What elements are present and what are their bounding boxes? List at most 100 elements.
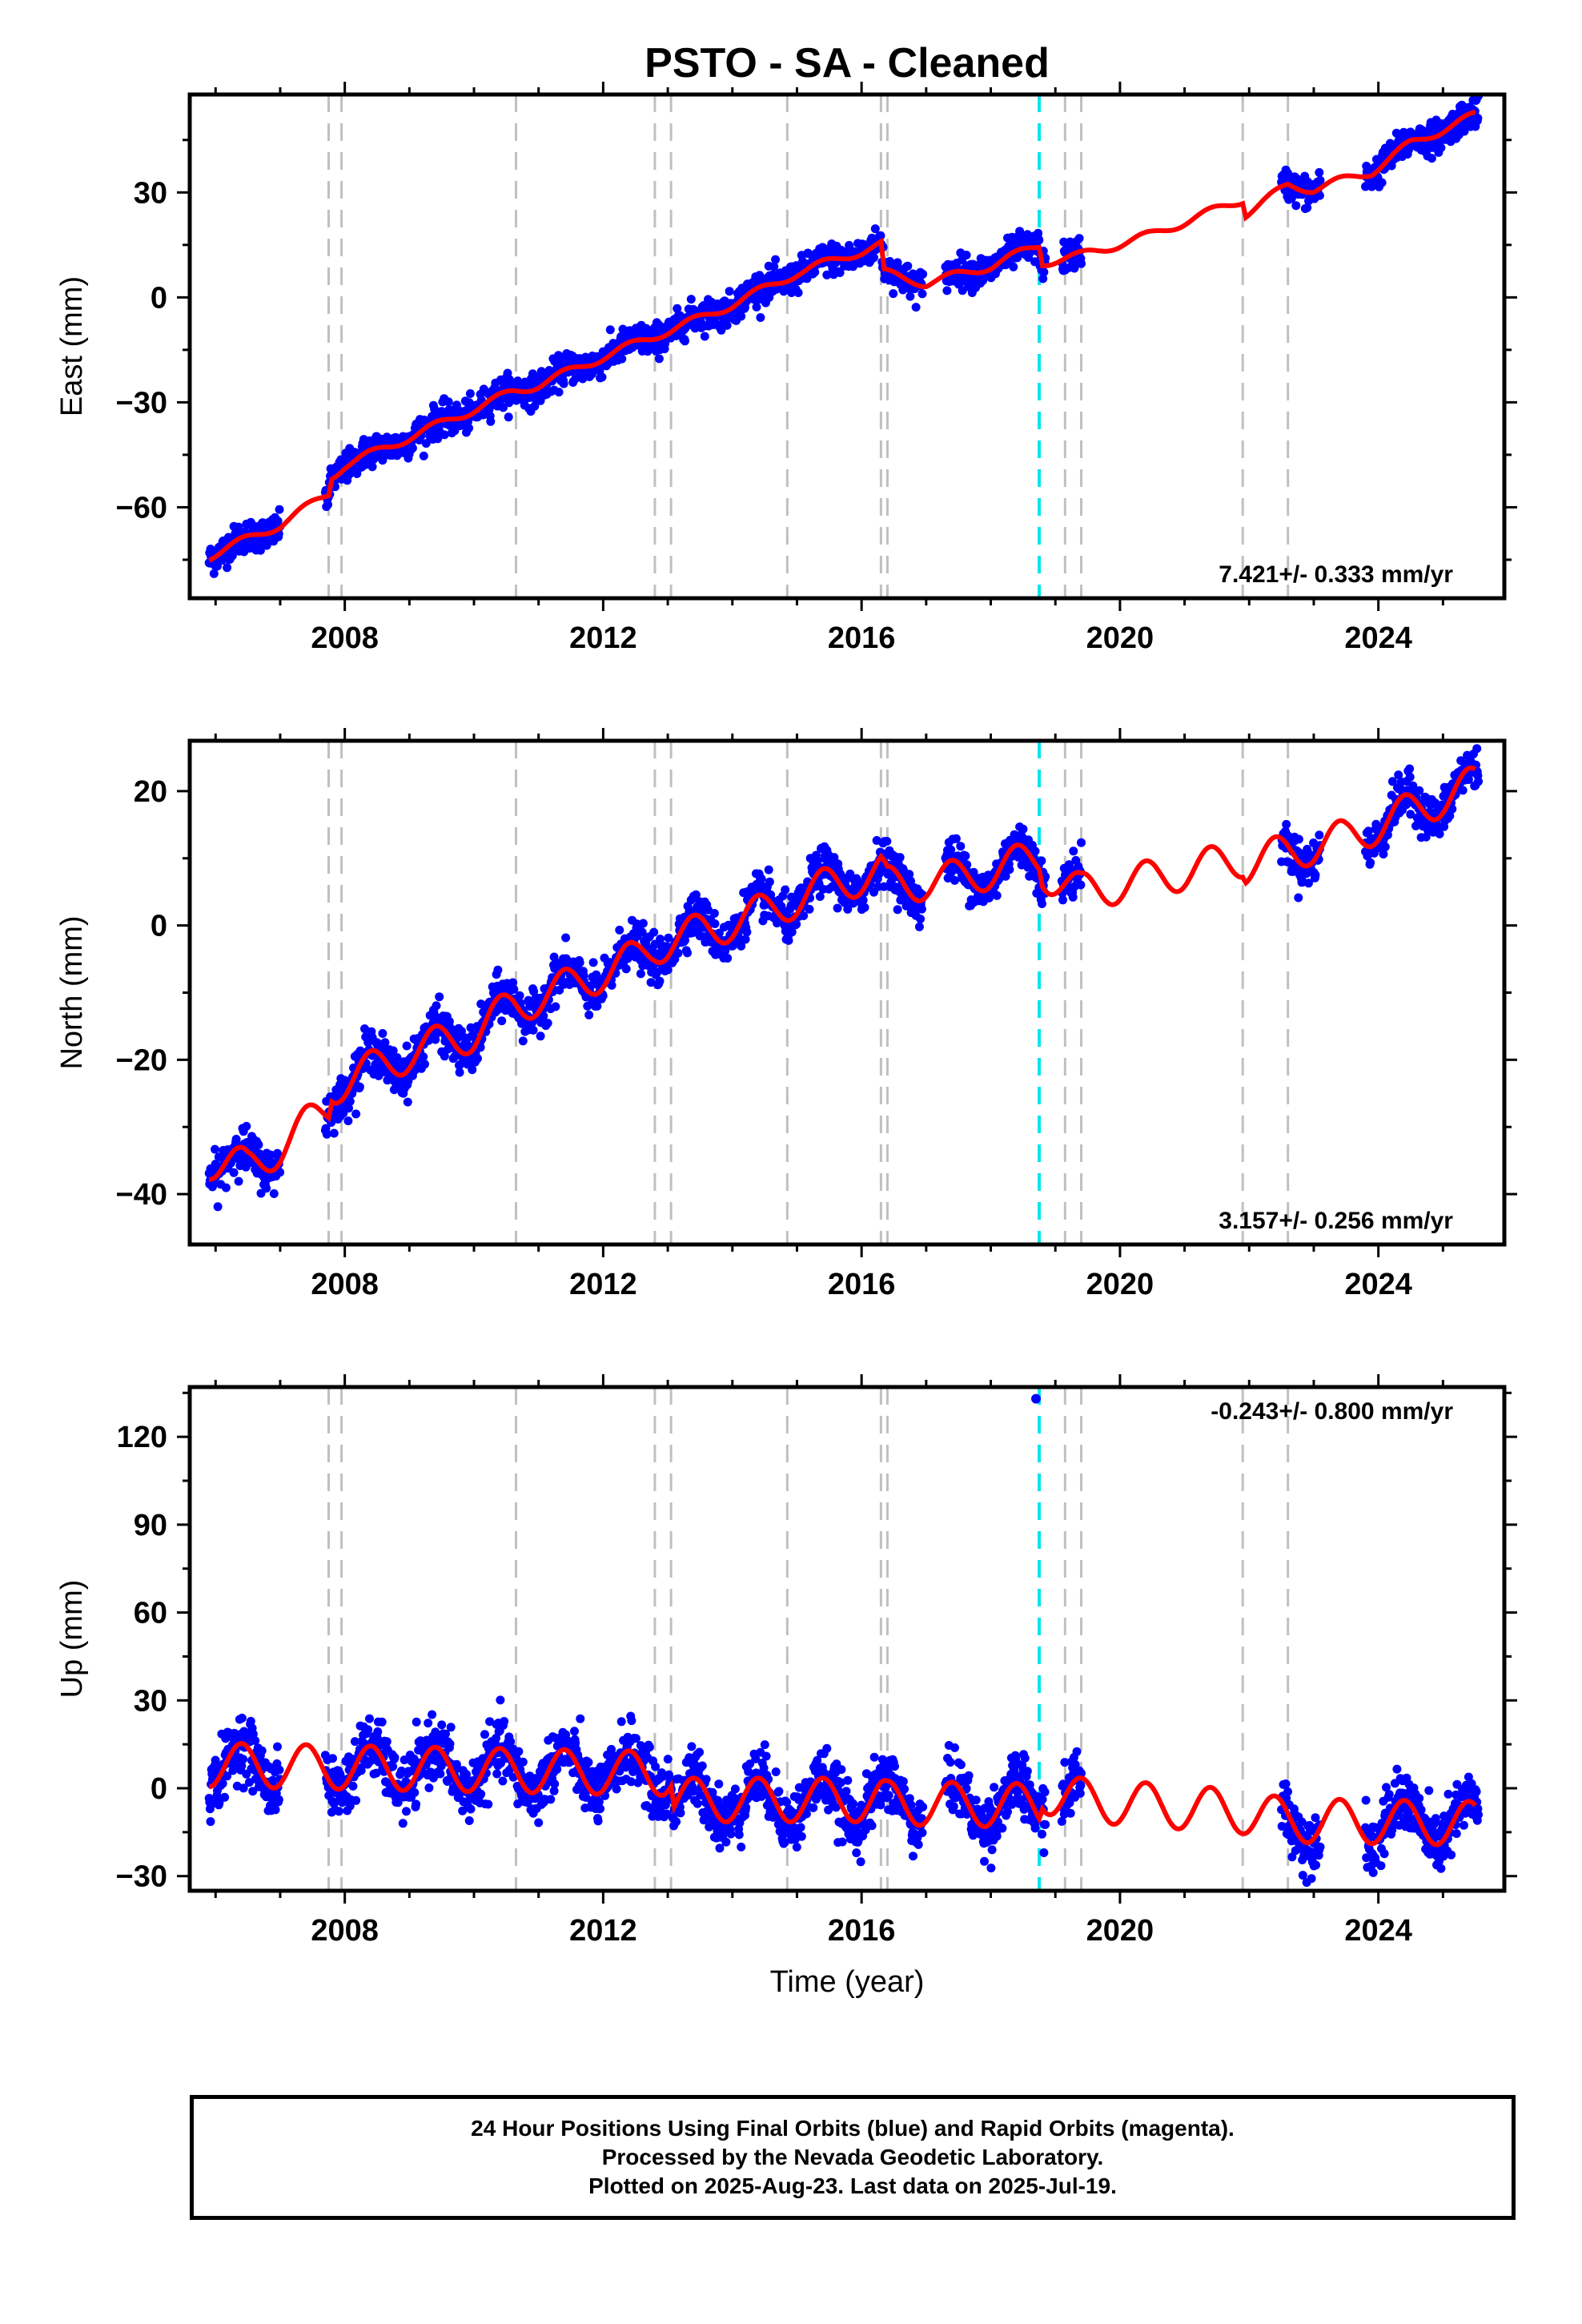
- data-point: [903, 261, 913, 271]
- data-point: [484, 1799, 493, 1809]
- data-point: [906, 876, 915, 886]
- data-point: [822, 270, 832, 279]
- model-fit-line: [208, 765, 1477, 1182]
- x-tick-label: 2016: [828, 1268, 896, 1301]
- data-point: [1366, 858, 1375, 867]
- data-point: [637, 927, 647, 937]
- data-point: [237, 1761, 247, 1771]
- data-point: [829, 853, 839, 862]
- data-point: [206, 1817, 215, 1827]
- data-point: [845, 869, 855, 879]
- data-point: [344, 1104, 353, 1113]
- data-point: [388, 1046, 398, 1055]
- data-point: [392, 1053, 402, 1063]
- data-point: [673, 948, 683, 958]
- data-point: [539, 1011, 548, 1021]
- data-point: [879, 882, 889, 891]
- data-point: [643, 347, 652, 356]
- data-point: [231, 1135, 241, 1144]
- data-point: [1068, 892, 1078, 902]
- data-point: [570, 1727, 579, 1736]
- data-point: [269, 1189, 279, 1198]
- data-point: [644, 1743, 654, 1752]
- data-point: [1315, 175, 1325, 185]
- data-point: [351, 1795, 361, 1805]
- data-point: [911, 303, 921, 312]
- data-point: [445, 1739, 455, 1749]
- data-point: [1009, 262, 1018, 271]
- data-point: [275, 505, 284, 514]
- data-point: [950, 875, 959, 885]
- data-point: [444, 1017, 454, 1026]
- data-point: [513, 1799, 523, 1808]
- data-point: [473, 1054, 482, 1063]
- data-point: [408, 444, 417, 453]
- data-point: [594, 1797, 604, 1807]
- data-point: [1315, 167, 1324, 177]
- data-point: [636, 969, 645, 979]
- data-point: [1379, 850, 1388, 858]
- data-point: [626, 1777, 636, 1787]
- x-tick-label: 2008: [311, 621, 379, 655]
- x-tick-label: 2020: [1086, 1268, 1154, 1301]
- data-point: [514, 1747, 524, 1756]
- data-point: [870, 224, 880, 234]
- data-point: [1315, 830, 1324, 840]
- data-point: [1077, 838, 1086, 847]
- data-point: [810, 267, 820, 277]
- data-point: [464, 1816, 474, 1825]
- data-point: [1303, 203, 1312, 212]
- data-point: [402, 1807, 411, 1816]
- data-point: [390, 1753, 400, 1763]
- data-point: [695, 1747, 705, 1757]
- data-point: [1039, 267, 1049, 277]
- data-point: [412, 1717, 421, 1727]
- data-point: [843, 904, 853, 914]
- data-point: [1464, 775, 1473, 784]
- data-point: [356, 1766, 366, 1775]
- data-point: [345, 1801, 355, 1811]
- data-point: [485, 1717, 495, 1727]
- data-point: [486, 416, 496, 426]
- data-point: [343, 1116, 353, 1126]
- data-point: [500, 1717, 509, 1726]
- data-point: [435, 992, 444, 1002]
- x-tick-label: 2016: [828, 621, 896, 655]
- data-point: [663, 965, 673, 975]
- data-point: [592, 1001, 602, 1011]
- data-point: [329, 1128, 339, 1138]
- data-point: [274, 1795, 283, 1804]
- x-tick-label: 2012: [569, 1268, 637, 1301]
- data-point: [687, 1742, 697, 1751]
- y-tick-label: −30: [116, 386, 167, 420]
- data-point: [741, 935, 750, 944]
- data-point: [918, 269, 928, 279]
- data-point: [1433, 822, 1443, 831]
- data-point: [605, 325, 615, 335]
- data-point: [1363, 826, 1373, 836]
- data-point: [273, 1742, 282, 1751]
- data-point: [1294, 834, 1303, 844]
- data-point: [962, 251, 971, 259]
- x-tick-label: 2012: [569, 621, 637, 655]
- data-point: [1077, 259, 1086, 268]
- y-tick-label: 30: [134, 176, 167, 210]
- data-point: [266, 1150, 275, 1160]
- data-point: [402, 1041, 412, 1051]
- data-point: [550, 1779, 560, 1789]
- data-point: [1311, 870, 1320, 880]
- data-point: [223, 1771, 232, 1781]
- data-point: [515, 991, 524, 1000]
- data-point: [655, 976, 665, 986]
- data-point: [1427, 154, 1436, 163]
- data-point: [1038, 274, 1048, 283]
- data-point: [455, 1068, 464, 1077]
- data-point: [237, 1713, 247, 1723]
- data-point: [792, 919, 801, 929]
- data-point: [656, 935, 665, 944]
- data-point: [328, 1754, 337, 1763]
- data-point: [409, 1754, 419, 1763]
- data-point: [709, 909, 719, 918]
